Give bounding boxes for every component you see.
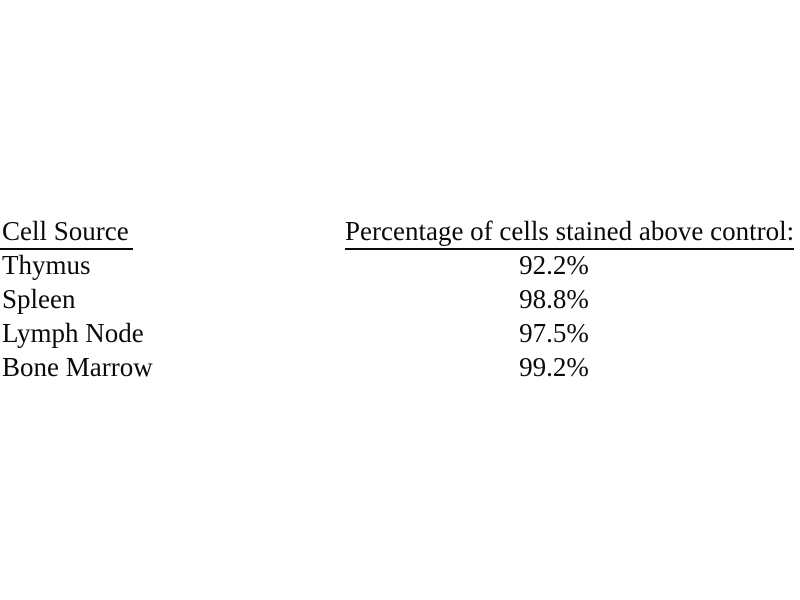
percentage-cell: 99.2% (519, 352, 589, 382)
table-row: Thymus 92.2% (0, 248, 800, 282)
percentage-cell: 98.8% (519, 284, 589, 314)
table-row: Bone Marrow 99.2% (0, 350, 800, 384)
percentage-cell: 97.5% (519, 318, 589, 348)
column-header-percentage: Percentage of cells stained above contro… (345, 214, 795, 250)
cell-source-cell: Thymus (2, 250, 91, 280)
percentage-cell: 92.2% (519, 250, 589, 280)
cell-source-cell: Bone Marrow (2, 352, 153, 382)
column-header-cell-source: Cell Source (0, 214, 133, 250)
table-row: Lymph Node 97.5% (0, 316, 800, 350)
table-header-row: Cell Source Percentage of cells stained … (0, 214, 800, 250)
cell-source-cell: Lymph Node (2, 318, 144, 348)
cell-staining-table: Cell Source Percentage of cells stained … (0, 214, 800, 384)
table-row: Spleen 98.8% (0, 282, 800, 316)
cell-source-cell: Spleen (2, 284, 76, 314)
